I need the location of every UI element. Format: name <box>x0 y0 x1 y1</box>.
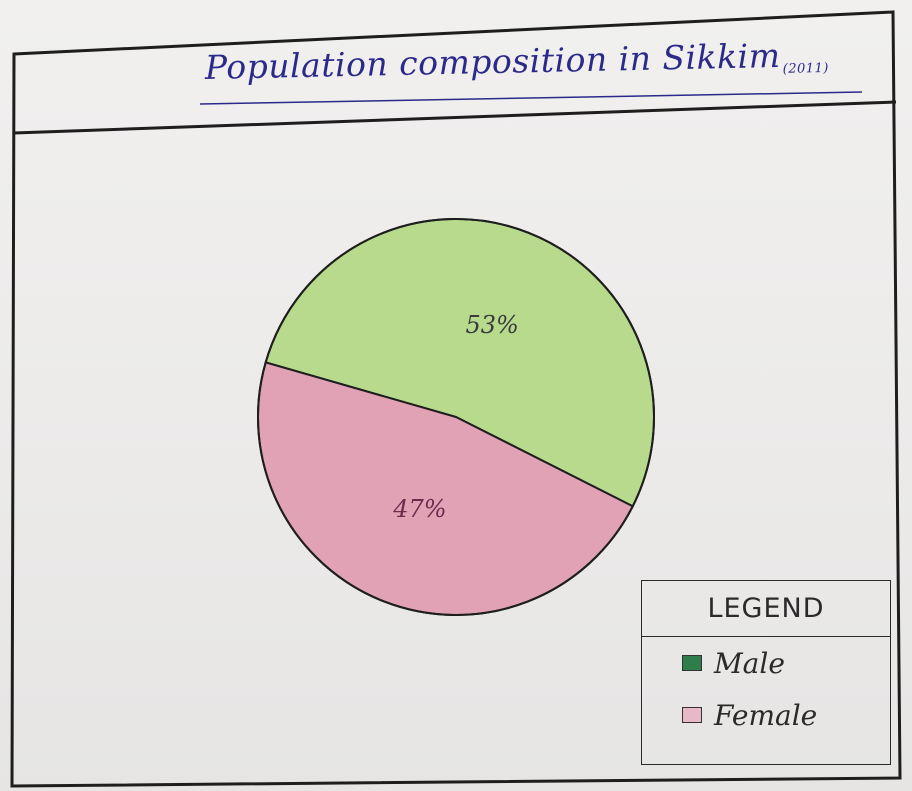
legend-swatch-female <box>682 707 702 723</box>
legend: LEGEND Male Female <box>641 580 891 765</box>
legend-title: LEGEND <box>642 581 890 637</box>
legend-item-female: Female <box>642 689 890 741</box>
pie-slices <box>257 218 655 616</box>
pie-label-female: 47% <box>392 495 446 523</box>
legend-item-male: Male <box>642 637 890 689</box>
pie-outline <box>257 218 655 616</box>
legend-swatch-male <box>682 655 702 671</box>
pie-label-male: 53% <box>465 311 518 339</box>
pie-slice-labels: 53% 47% <box>392 311 519 523</box>
legend-label-female: Female <box>714 698 818 732</box>
legend-label-male: Male <box>714 646 785 680</box>
